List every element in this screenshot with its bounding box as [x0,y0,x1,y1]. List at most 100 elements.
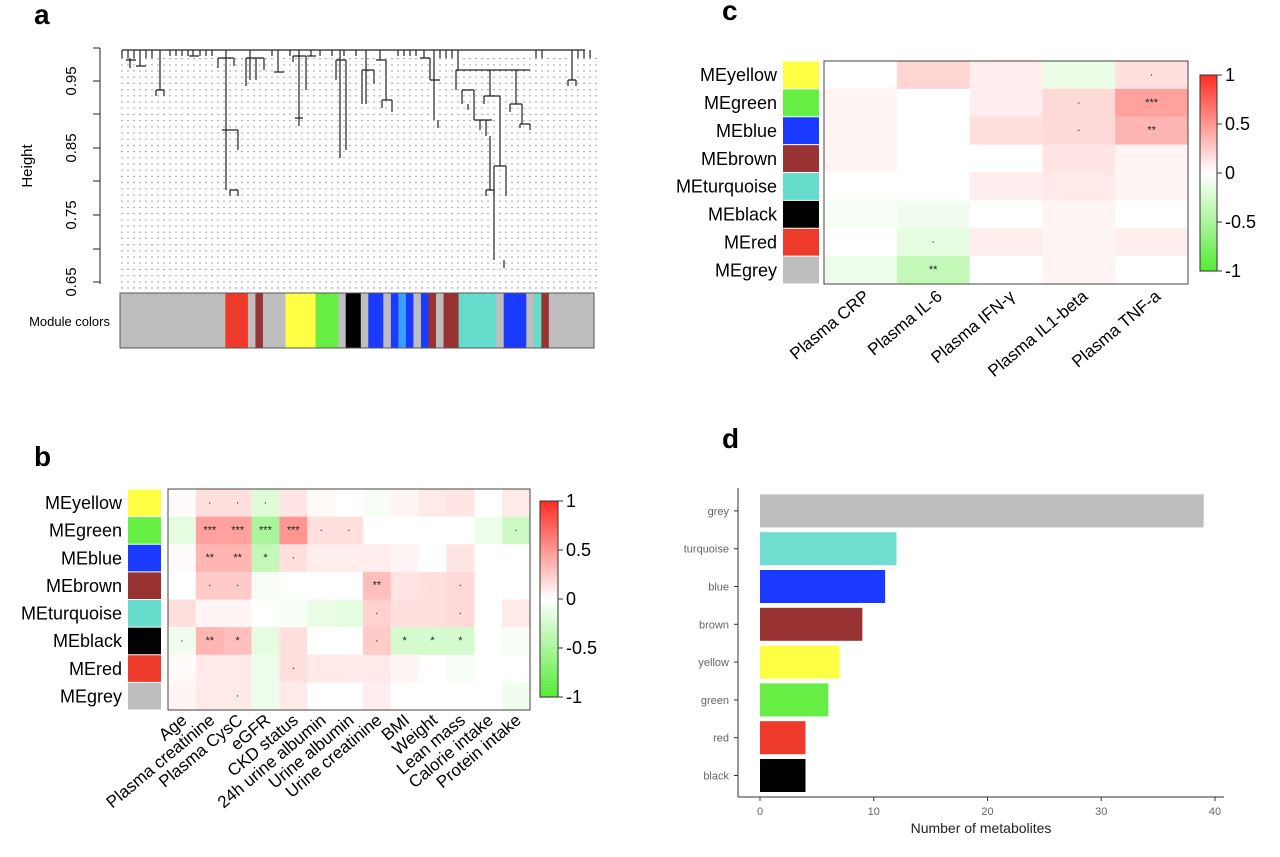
heatmap-cell [251,516,280,545]
legend-gradient-step [1200,104,1217,109]
heatmap-cell [969,61,1043,90]
heatmap-cell [418,627,447,656]
legend-gradient-step [540,621,558,626]
legend-gradient-step [1200,228,1217,233]
heatmap-cell [195,599,225,628]
legend-gradient-step [1200,127,1217,132]
legend-gradient-step [540,693,558,698]
row-label: MEbrown [46,576,122,596]
heatmap-cell [335,682,364,711]
legend-gradient-step [1200,101,1217,105]
significance-marker: * [430,635,435,647]
heatmap-cell [168,544,197,573]
module-color-segment [338,293,347,348]
legend-gradient-step [1200,81,1217,86]
module-color-segment [458,293,497,348]
significance-marker: · [459,607,463,619]
bar-category-label: grey [708,506,730,518]
legend-gradient-step [540,625,558,629]
significance-marker: · [1077,125,1081,137]
bar-x-tick-label: 20 [981,806,993,818]
legend-gradient-step [540,595,558,600]
legend-gradient-step [540,582,558,587]
legend-gradient-step [540,546,558,551]
legend-gradient-step [1200,94,1217,99]
heatmap-cell [824,256,898,285]
heatmap-cell [969,200,1043,229]
legend-gradient-step [1200,153,1217,158]
heatmap-cell [168,599,197,628]
heatmap-cell [168,654,197,683]
bar-category-label: black [703,771,729,783]
legend-gradient-step [540,670,558,675]
heatmap-cell [335,599,364,628]
legend-gradient-step [1200,215,1217,220]
heatmap-cell [896,116,971,146]
module-swatch [128,489,161,517]
heatmap-cell [502,627,531,656]
significance-marker: · [319,524,323,536]
row-label: MEyellow [700,65,778,85]
heatmap-cell [279,489,308,518]
legend-gradient-step [540,533,558,538]
module-swatch [128,544,161,572]
module-color-segment [548,293,595,348]
heatmap-cell [969,144,1043,173]
panel-label-d: d [722,423,739,454]
bar-category-label: red [713,733,729,745]
heatmap-cell [362,516,392,545]
legend-gradient-step [1200,264,1217,269]
heatmap-cell [969,228,1043,257]
legend-gradient-step [1200,182,1217,187]
legend-gradient-step [540,677,558,682]
legend-gradient-step [540,638,558,643]
legend-gradient-step [540,507,558,512]
module-color-bar-border [119,292,595,349]
legend-tick-label: 0.5 [566,540,591,560]
significance-marker: * [403,635,408,647]
legend-gradient-step [1200,267,1217,272]
bar [760,607,863,641]
heatmap-cell [279,516,308,545]
legend-gradient-step [1200,192,1217,197]
module-color-bar [120,293,595,348]
legend-gradient-step [1200,218,1217,223]
heatmap-cell [223,627,253,656]
row-label: MEgrey [60,686,122,706]
legend-gradient-step [1200,199,1217,203]
legend-gradient-step [540,602,558,607]
module-swatch [128,572,161,599]
heatmap-cell [896,144,971,173]
legend-gradient-step [540,540,558,545]
heatmap-cell [1042,144,1116,173]
legend-gradient-step [1200,173,1217,177]
bar [760,645,840,679]
legend-gradient-step [1200,133,1217,138]
bar [760,532,897,566]
legend-gradient-step [1200,257,1217,262]
heatmap-cell [307,599,336,628]
dendrogram-panel: 0.95 0.85 0.75 0.65 Height [19,47,597,349]
heatmap-cell [1115,144,1189,173]
bar [760,721,806,755]
legend-gradient-step [1200,124,1217,128]
heatmap-cell [390,627,420,656]
heatmap-cell [362,544,392,573]
heatmap-cell [195,682,225,711]
heatmap-cell [418,682,447,711]
significance-marker: · [459,580,463,592]
legend-gradient-step [540,576,558,580]
legend-gradient-step [540,589,558,594]
module-color-segment [526,293,535,348]
legend-gradient-step [1200,166,1217,171]
heatmap-cell [168,489,197,518]
row-label: MEblue [716,121,777,141]
heatmap-cell [335,489,364,518]
legend-gradient-step [540,536,558,541]
significance-marker: *** [259,524,273,536]
row-label: MEgrey [715,260,777,280]
heatmap-cell [390,682,420,711]
module-swatch [783,89,819,117]
heatmap-cell [1042,200,1116,229]
